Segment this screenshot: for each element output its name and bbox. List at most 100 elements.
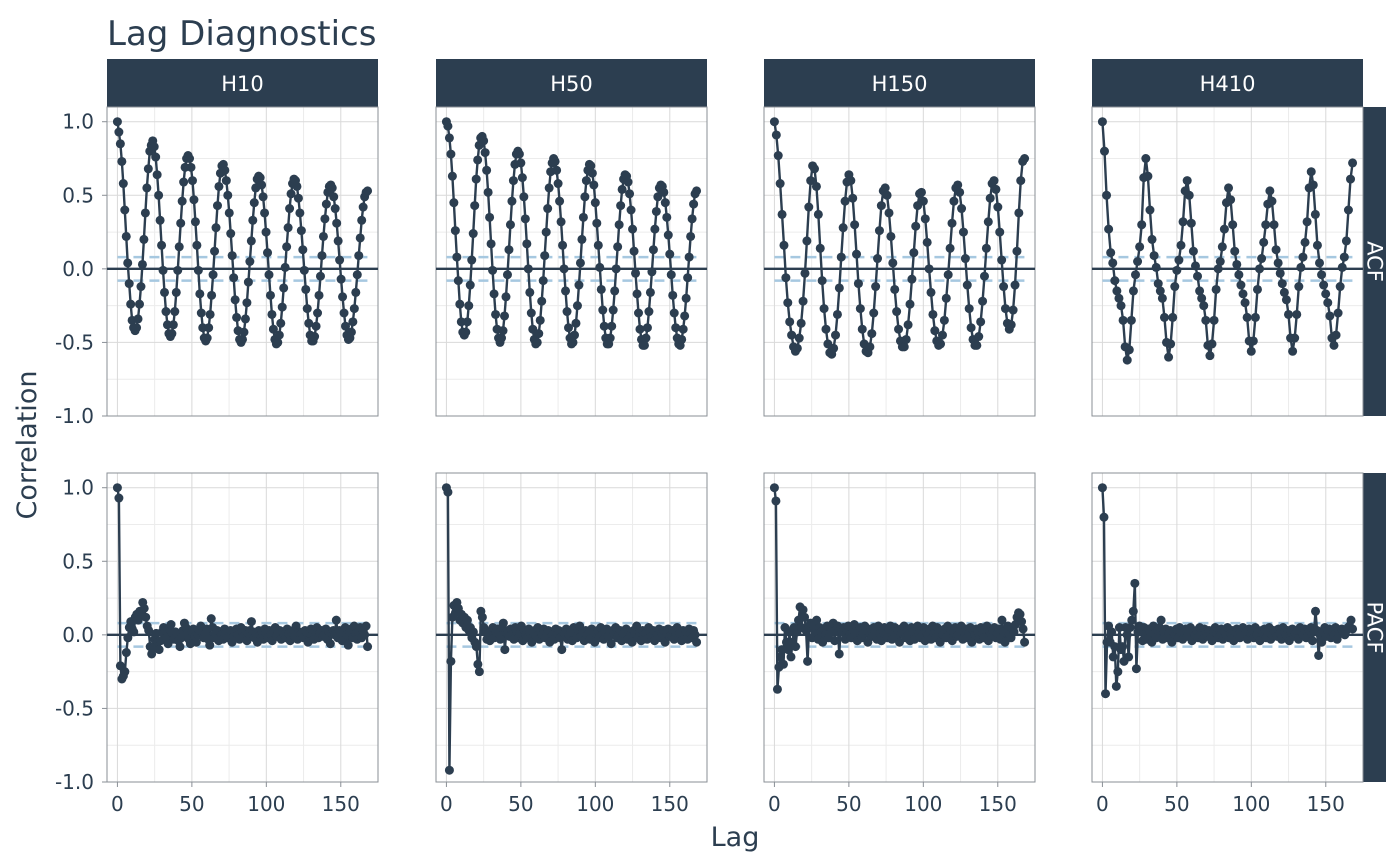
data-point	[285, 204, 295, 214]
data-point	[541, 227, 551, 237]
data-point	[832, 309, 842, 319]
data-point	[498, 618, 508, 628]
data-point	[838, 223, 848, 233]
data-point	[232, 312, 242, 322]
data-point	[358, 202, 368, 212]
data-point	[769, 483, 779, 493]
data-point	[207, 290, 217, 300]
data-point	[1343, 205, 1353, 215]
data-point	[850, 220, 860, 230]
panel-border	[1091, 106, 1364, 417]
data-point	[989, 176, 999, 186]
data-point	[118, 179, 128, 189]
data-point	[293, 193, 303, 203]
data-point	[1199, 301, 1209, 311]
data-point	[313, 308, 323, 318]
data-point	[596, 284, 606, 294]
data-point	[446, 656, 456, 666]
data-point	[202, 333, 212, 343]
data-point	[1118, 315, 1128, 325]
data-point	[168, 320, 178, 330]
data-point	[899, 342, 909, 352]
data-point	[211, 223, 221, 233]
data-point	[142, 183, 152, 193]
data-point	[663, 230, 673, 240]
data-point	[829, 343, 839, 353]
data-point	[834, 283, 844, 293]
data-point	[662, 212, 672, 222]
data-point	[143, 164, 153, 174]
data-point	[876, 201, 886, 211]
panel-acf-h50	[435, 106, 708, 417]
x-tick-label: 100	[1232, 792, 1270, 816]
data-point	[1125, 623, 1135, 632]
data-point	[779, 240, 789, 250]
data-point	[1153, 279, 1163, 289]
data-point	[212, 201, 222, 211]
data-point	[331, 615, 341, 625]
data-point	[785, 317, 795, 327]
data-point	[1020, 637, 1030, 647]
data-point	[608, 305, 618, 315]
data-point	[223, 190, 233, 200]
data-point	[1242, 312, 1252, 322]
data-point	[1321, 289, 1331, 299]
data-point	[447, 171, 457, 181]
data-point	[867, 329, 877, 339]
data-point	[343, 640, 353, 650]
data-point	[279, 283, 289, 293]
data-point	[120, 205, 130, 215]
data-point	[355, 233, 365, 243]
data-point	[220, 165, 230, 175]
data-point	[141, 612, 151, 622]
panel-pacf-h50: 0 50 100 150	[435, 472, 708, 816]
data-point	[227, 251, 237, 261]
data-point	[819, 304, 829, 314]
data-point	[173, 265, 183, 275]
data-point	[1310, 209, 1320, 219]
data-point	[647, 267, 657, 277]
data-point	[332, 218, 342, 228]
data-point	[800, 612, 810, 622]
data-point	[245, 257, 255, 266]
data-point	[1106, 248, 1116, 258]
data-point	[161, 307, 171, 317]
data-point	[1246, 346, 1256, 356]
data-point	[966, 323, 976, 333]
data-point	[922, 237, 932, 247]
data-point	[593, 240, 603, 250]
data-point	[175, 642, 185, 652]
facet-panels: H10 H50 H150 H410ACFPACF-1.0-0.50.00.51.0-1…	[55, 59, 1387, 816]
data-point	[1131, 270, 1140, 280]
data-point	[450, 226, 460, 236]
data-point	[465, 280, 475, 290]
data-point	[1166, 339, 1176, 349]
data-point	[1018, 624, 1028, 634]
data-point	[1017, 617, 1027, 627]
data-point	[170, 307, 180, 317]
data-point	[1329, 340, 1339, 350]
data-point	[1288, 346, 1298, 356]
data-point	[449, 198, 459, 208]
data-point	[1255, 264, 1265, 274]
data-point	[645, 287, 655, 297]
data-point	[955, 187, 965, 197]
data-point	[577, 234, 587, 244]
data-point	[978, 296, 988, 306]
data-point	[817, 276, 827, 286]
data-point	[535, 315, 545, 325]
data-point	[1101, 689, 1111, 699]
data-point	[1099, 512, 1109, 522]
data-point	[771, 496, 781, 506]
data-point	[470, 201, 480, 211]
data-point	[1149, 251, 1159, 261]
data-point	[1176, 240, 1186, 250]
data-point	[468, 229, 478, 239]
data-point	[1228, 220, 1238, 230]
x-tick-label: 150	[651, 792, 689, 816]
data-point	[1317, 270, 1327, 280]
data-point	[562, 307, 572, 317]
strip-label-h410: H410	[1200, 72, 1256, 96]
data-point	[354, 251, 364, 261]
data-point	[193, 265, 203, 275]
